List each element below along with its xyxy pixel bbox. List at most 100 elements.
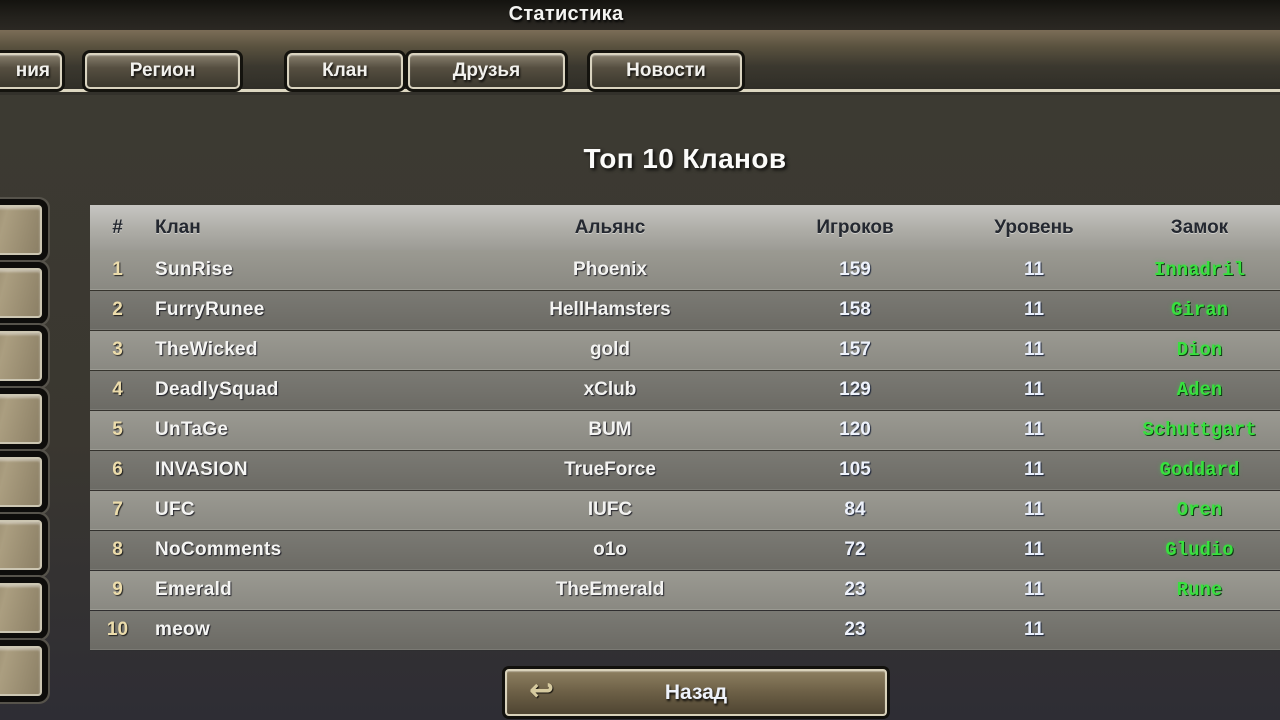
cell-level: 11 [1023, 258, 1045, 280]
cell-alliance: BUM [588, 419, 632, 440]
cell-rank: 4 [112, 379, 123, 400]
cell-players: 105 [839, 459, 871, 480]
left-stub-button[interactable] [0, 205, 42, 255]
column-header-castle: Замок [1170, 216, 1229, 238]
back-button-label: Назад [664, 680, 728, 704]
table-row: 10 meow 23 11 [90, 610, 1280, 650]
cell-clan: Emerald [155, 579, 233, 600]
cell-alliance: TheEmerald [555, 579, 665, 600]
cell-players: 120 [839, 419, 871, 440]
tab-region[interactable]: Регион [85, 53, 240, 89]
cell-alliance: o1o [593, 539, 627, 560]
cell-castle: Innadril [1153, 258, 1246, 281]
left-stub-button[interactable] [0, 583, 42, 633]
table-header-row: # Клан Альянс Игроков Уровень Замок [90, 205, 1280, 250]
tab-friends[interactable]: Друзья [408, 53, 565, 89]
cell-rank: 1 [112, 258, 123, 280]
cell-alliance: TrueForce [564, 459, 656, 480]
cell-castle: Dion [1176, 339, 1223, 361]
cell-players: 157 [839, 339, 871, 360]
cell-rank: 9 [112, 579, 123, 600]
cell-alliance: gold [589, 339, 631, 360]
cell-castle: Goddard [1159, 459, 1240, 481]
cell-level: 11 [1023, 419, 1045, 440]
left-stub-button[interactable] [0, 457, 42, 507]
cell-level: 11 [1023, 619, 1045, 640]
cell-castle: Rune [1176, 579, 1223, 601]
cell-level: 11 [1023, 459, 1045, 480]
cell-rank: 7 [112, 499, 123, 520]
cell-rank: 10 [106, 619, 129, 640]
cell-alliance: xClub [583, 379, 637, 400]
cell-clan: DeadlySquad [155, 379, 279, 400]
tab-clan[interactable]: Клан [287, 53, 403, 89]
table-row: 3 TheWicked gold 157 11 Dion [90, 330, 1280, 370]
table-row: 9 Emerald TheEmerald 23 11 Rune [90, 570, 1280, 610]
cell-castle: Gludio [1165, 539, 1234, 561]
table-row: 5 UnTaGe BUM 120 11 Schuttgart [90, 410, 1280, 450]
column-header-alliance: Альянс [574, 216, 646, 238]
cell-castle: Aden [1176, 379, 1223, 401]
column-header-players: Игроков [816, 216, 894, 238]
cell-clan: NoComments [155, 539, 282, 560]
table-row: 7 UFC IUFC 84 11 Oren [90, 490, 1280, 530]
tab-partial-cutoff[interactable]: ния [0, 53, 62, 89]
page-title: Топ 10 Кланов [583, 143, 787, 174]
cell-rank: 2 [112, 299, 123, 320]
cell-clan: FurryRunee [155, 299, 265, 320]
table-row: 8 NoComments o1o 72 11 Gludio [90, 530, 1280, 570]
cell-clan: TheWicked [155, 339, 258, 360]
top-clans-table: # Клан Альянс Игроков Уровень Замок 1 Su… [90, 205, 1280, 651]
cell-level: 11 [1023, 339, 1045, 360]
content-area: Топ 10 Кланов # Клан Альянс Игроков Уров… [0, 95, 1280, 720]
left-stub-button[interactable] [0, 394, 42, 444]
cell-rank: 5 [112, 419, 123, 440]
left-stub-button[interactable] [0, 268, 42, 318]
cell-clan: meow [155, 619, 211, 640]
cell-players: 23 [844, 579, 866, 600]
left-button-column [0, 205, 60, 709]
cell-level: 11 [1023, 539, 1045, 560]
column-header-clan: Клан [155, 216, 201, 238]
cell-level: 11 [1023, 579, 1045, 600]
cell-clan: INVASION [155, 459, 248, 480]
cell-clan: UnTaGe [155, 419, 229, 440]
cell-alliance: HellHamsters [549, 299, 671, 320]
back-button[interactable]: ↩ Назад [505, 669, 887, 716]
cell-alliance: Phoenix [573, 258, 647, 280]
table-row: 4 DeadlySquad xClub 129 11 Aden [90, 370, 1280, 410]
cell-castle: Giran [1170, 299, 1228, 321]
left-stub-button[interactable] [0, 646, 42, 696]
table-row: 2 FurryRunee HellHamsters 158 11 Giran [90, 290, 1280, 330]
cell-clan: UFC [155, 499, 195, 520]
cell-level: 11 [1023, 499, 1045, 520]
cell-rank: 6 [112, 459, 123, 480]
cell-players: 159 [839, 258, 871, 280]
table-row: 6 INVASION TrueForce 105 11 Goddard [90, 450, 1280, 490]
window-title: Статистика [508, 3, 624, 25]
column-header-rank: # [112, 216, 123, 238]
cell-players: 72 [844, 539, 866, 560]
cell-rank: 8 [112, 539, 123, 560]
cell-level: 11 [1023, 379, 1045, 400]
cell-castle [1125, 610, 1280, 650]
back-arrow-icon: ↩ [529, 673, 555, 708]
left-stub-button[interactable] [0, 520, 42, 570]
title-bar: Статистика [0, 0, 1280, 30]
cell-castle: Oren [1176, 499, 1223, 521]
cell-players: 84 [844, 499, 866, 520]
cell-players: 129 [839, 379, 871, 400]
cell-players: 158 [839, 299, 871, 320]
left-stub-button[interactable] [0, 331, 42, 381]
cell-alliance: IUFC [587, 499, 633, 520]
table-row: 1 SunRise Phoenix 159 11 Innadril [90, 250, 1280, 290]
tab-news[interactable]: Новости [590, 53, 742, 89]
cell-rank: 3 [112, 339, 123, 360]
cell-alliance [475, 610, 745, 650]
cell-players: 23 [844, 619, 866, 640]
column-header-level: Уровень [994, 216, 1074, 238]
clan-table-body: 1 SunRise Phoenix 159 11 Innadril 2 Furr… [90, 250, 1280, 650]
cell-clan: SunRise [155, 258, 234, 280]
cell-castle: Schuttgart [1142, 419, 1257, 441]
cell-level: 11 [1023, 299, 1045, 320]
